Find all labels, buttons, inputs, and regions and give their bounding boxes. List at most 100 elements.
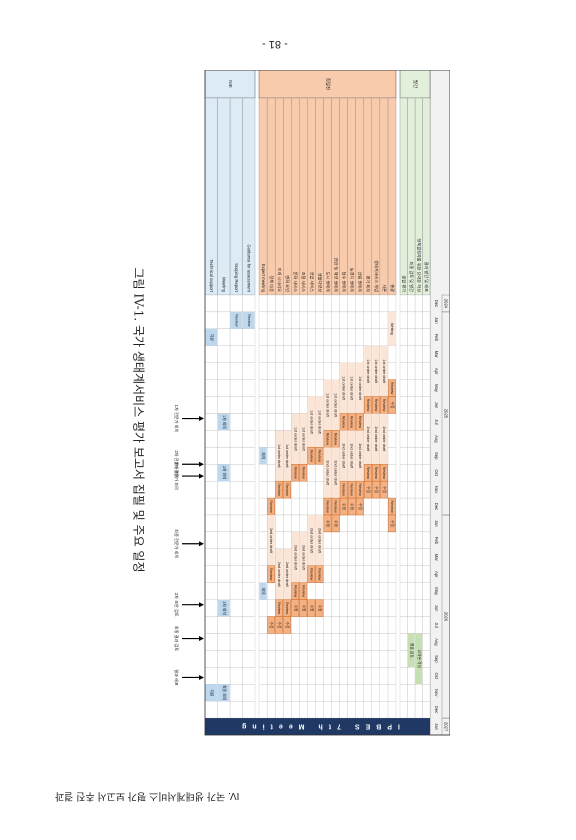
task-bar xyxy=(217,684,230,702)
task-text: Review xyxy=(342,416,346,429)
task-label: 생물다양성 xyxy=(316,273,323,292)
grid-cell xyxy=(422,582,431,600)
grid-cell xyxy=(217,548,231,566)
grid-cell xyxy=(299,667,308,685)
grid-cell xyxy=(274,497,284,516)
task-text: 지원 xyxy=(209,334,214,341)
grid-cell xyxy=(242,497,256,516)
grid-cell xyxy=(283,396,292,414)
grid-cell xyxy=(371,701,381,719)
task-bar xyxy=(315,447,324,465)
grid-cell xyxy=(339,531,348,549)
grid-cell xyxy=(266,328,276,346)
grid-cell xyxy=(422,379,431,397)
grid-cell xyxy=(229,548,243,566)
grid-cell xyxy=(323,582,332,600)
grid-cell xyxy=(258,531,268,549)
grid-cell xyxy=(291,667,300,685)
grid-cell xyxy=(355,514,364,533)
task-bar xyxy=(217,599,230,617)
grid-cell xyxy=(299,345,308,363)
task-text: Review xyxy=(309,568,313,581)
grid-cell xyxy=(217,582,231,600)
grid-cell xyxy=(283,531,292,549)
grid-cell xyxy=(307,464,316,482)
grid-cell xyxy=(414,497,423,516)
grid-cell xyxy=(379,514,389,533)
task-bar xyxy=(380,480,388,499)
task-text: Review xyxy=(293,466,297,479)
grid-cell xyxy=(387,481,397,499)
grid-cell xyxy=(399,531,408,549)
grid-cell xyxy=(242,582,256,600)
grid-cell xyxy=(399,430,408,448)
grid-cell xyxy=(242,565,256,583)
grid-cell xyxy=(399,684,408,702)
task-label: 조절 서비스 xyxy=(300,272,307,293)
task-bar xyxy=(388,396,396,414)
grid-cell xyxy=(229,481,243,499)
grid-cell xyxy=(399,362,408,380)
grid-cell xyxy=(331,328,340,346)
task-label: Scoping Report xyxy=(234,263,239,293)
grid-cell xyxy=(371,531,381,549)
task-bar xyxy=(259,582,267,600)
grid-cell xyxy=(291,684,300,702)
grid-cell xyxy=(204,650,218,668)
month-label: Nov xyxy=(434,486,439,494)
task-cell xyxy=(379,97,389,296)
task-text: 1st order draft xyxy=(285,444,289,469)
grid-cell xyxy=(291,311,300,329)
task-text: 1st order draft xyxy=(350,376,354,401)
task-text: 1차 회의 xyxy=(222,415,227,429)
grid-cell xyxy=(355,684,364,702)
grid-cell xyxy=(315,464,324,482)
meeting-band xyxy=(205,718,430,735)
grid-cell xyxy=(414,616,423,634)
task-text: 1st order draft xyxy=(342,376,346,401)
grid-cell xyxy=(283,311,292,329)
grid-cell xyxy=(331,362,340,380)
grid-cell xyxy=(315,582,324,600)
grid-cell xyxy=(379,616,389,634)
grid-cell xyxy=(258,497,268,516)
grid-cell xyxy=(307,362,316,380)
grid-cell xyxy=(422,531,431,549)
grid-cell xyxy=(242,430,256,448)
grid-cell xyxy=(387,345,397,363)
task-bar xyxy=(315,396,324,448)
grid-cell xyxy=(363,311,372,329)
footer: IV. 국가 생태계서비스 평가 보고서 추진 결과 xyxy=(55,790,240,801)
category-label: 발간 xyxy=(413,80,419,88)
task-text: 회의 xyxy=(261,452,266,459)
grid-cell xyxy=(266,582,276,600)
task-cell xyxy=(274,97,284,296)
grid-cell xyxy=(399,464,408,482)
grid-cell xyxy=(399,633,408,651)
grid-cell xyxy=(323,548,332,566)
grid-cell xyxy=(307,633,316,651)
grid-cell xyxy=(266,430,276,448)
grid-cell xyxy=(347,650,356,668)
grid-cell xyxy=(266,447,276,465)
grid-cell xyxy=(266,396,276,414)
task-bar xyxy=(307,447,316,465)
grid-cell xyxy=(407,481,416,499)
month-label: Dec xyxy=(434,300,439,307)
task-text: 수정 xyxy=(293,605,298,612)
grid-cell xyxy=(347,633,356,651)
grid-cell xyxy=(229,413,243,431)
grid-cell xyxy=(242,328,256,346)
task-bar xyxy=(372,345,380,397)
grid-cell xyxy=(363,684,372,702)
grid-cell xyxy=(407,345,416,363)
grid-cell xyxy=(414,684,423,702)
grid-cell xyxy=(323,616,332,634)
task-bar xyxy=(363,396,372,414)
grid-cell xyxy=(347,599,356,617)
milestone-label: 2차 전문가 회의 xyxy=(173,450,180,478)
grid-cell xyxy=(242,684,256,702)
task-text: 1st order draft xyxy=(326,393,330,418)
month-label: Nov xyxy=(434,689,439,697)
